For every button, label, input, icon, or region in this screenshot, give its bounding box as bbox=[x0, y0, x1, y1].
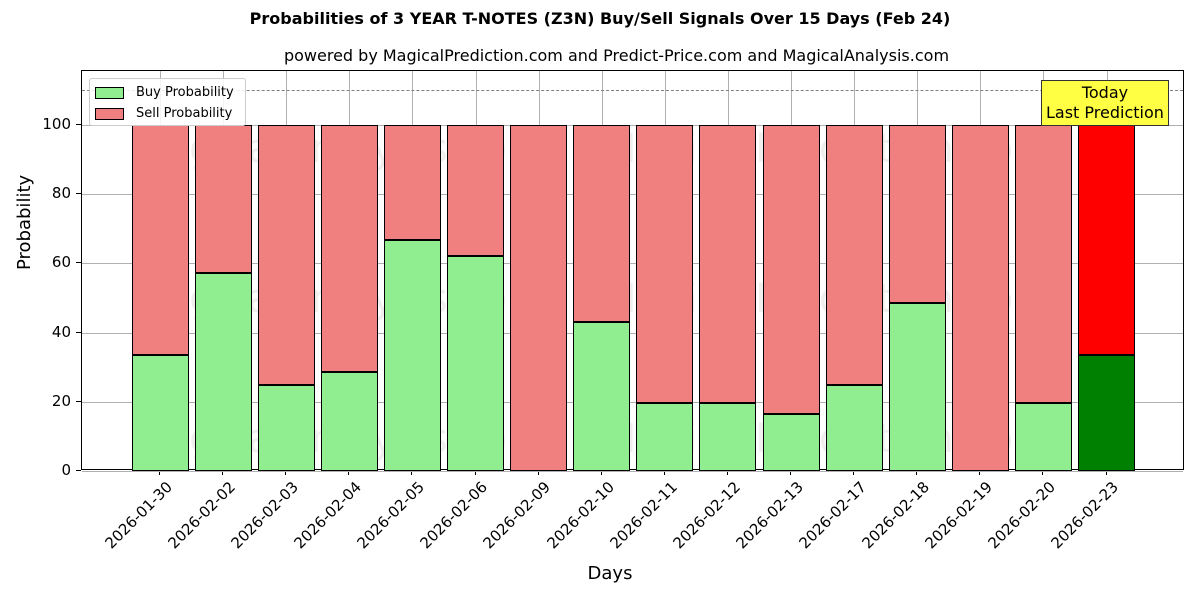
x-tick-label: 2026-02-19 bbox=[921, 478, 997, 553]
legend-label-buy: Buy Probability bbox=[136, 85, 234, 100]
bar-sell bbox=[951, 125, 1009, 471]
x-tick-mark bbox=[726, 470, 728, 475]
x-tick-mark bbox=[979, 470, 981, 475]
x-tick-mark bbox=[222, 470, 224, 475]
bar-sell bbox=[194, 125, 252, 274]
x-axis-label: Days bbox=[587, 563, 633, 584]
annotation-line-1: Today bbox=[1081, 83, 1129, 102]
gridline-horizontal bbox=[82, 194, 1183, 196]
chart-subtitle: powered by MagicalPrediction.com and Pre… bbox=[283, 46, 950, 65]
y-tick-mark bbox=[76, 262, 81, 264]
bar-sell bbox=[699, 125, 757, 403]
gridline-horizontal bbox=[82, 263, 1183, 265]
x-tick-label: 2026-02-13 bbox=[732, 478, 807, 553]
y-tick-label: 40 bbox=[51, 322, 71, 341]
bar-buy bbox=[888, 302, 946, 471]
y-tick-mark bbox=[76, 124, 81, 125]
bar-sell bbox=[1078, 125, 1135, 356]
bar-buy bbox=[320, 372, 378, 471]
plot-area: MagicalAnalysis.comMagicalPrediction.com… bbox=[81, 70, 1184, 472]
x-tick-label: 2026-02-17 bbox=[795, 478, 870, 553]
x-tick-label: 2026-02-12 bbox=[669, 478, 744, 553]
x-tick-label: 2026-02-03 bbox=[227, 478, 302, 553]
x-tick-mark bbox=[285, 470, 287, 475]
bar-buy bbox=[194, 273, 252, 471]
x-tick-mark bbox=[600, 470, 602, 475]
gridline-horizontal bbox=[82, 401, 1183, 403]
y-tick-mark bbox=[76, 331, 81, 333]
bar-sell bbox=[762, 125, 820, 414]
gridline-horizontal bbox=[82, 332, 1183, 334]
bar-sell bbox=[888, 125, 946, 303]
x-tick-label: 2026-02-18 bbox=[858, 478, 933, 553]
bar-sell bbox=[447, 125, 504, 257]
x-tick-mark bbox=[1042, 470, 1044, 475]
x-tick-label: 2026-02-10 bbox=[543, 478, 618, 553]
bar-buy bbox=[762, 413, 820, 471]
bar-sell bbox=[320, 125, 378, 373]
x-tick-mark bbox=[790, 470, 791, 475]
bar-sell bbox=[510, 125, 568, 471]
legend-swatch-buy bbox=[95, 86, 124, 99]
x-tick-label: 2026-02-06 bbox=[416, 478, 492, 553]
bar-sell bbox=[573, 125, 631, 322]
bar-sell bbox=[257, 125, 315, 385]
annotation-line-2: Last Prediction bbox=[1046, 103, 1164, 122]
bar-sell bbox=[383, 125, 441, 240]
y-tick-label: 100 bbox=[42, 115, 71, 133]
x-tick-label: 2026-02-23 bbox=[1047, 478, 1123, 553]
legend-item-buy: Buy Probability bbox=[95, 85, 234, 100]
x-tick-mark bbox=[1105, 470, 1107, 475]
x-tick-label: 2026-01-30 bbox=[101, 478, 176, 553]
bar-sell bbox=[825, 125, 883, 385]
x-tick-mark bbox=[853, 470, 855, 475]
bar-buy bbox=[383, 239, 441, 471]
x-tick-mark bbox=[537, 470, 539, 475]
bar-sell bbox=[636, 125, 694, 403]
gridline-horizontal bbox=[82, 471, 1183, 472]
x-tick-label: 2026-02-04 bbox=[290, 478, 366, 553]
y-tick-mark bbox=[76, 400, 81, 402]
bar-buy bbox=[699, 402, 757, 471]
legend-item-sell: Sell Probability bbox=[95, 106, 232, 121]
reference-line bbox=[82, 90, 1183, 92]
x-tick-mark bbox=[348, 470, 350, 475]
bar-buy bbox=[636, 402, 694, 471]
bar-sell bbox=[1014, 125, 1072, 403]
x-tick-label: 2026-02-05 bbox=[353, 478, 429, 553]
bar-sell bbox=[131, 125, 189, 356]
bar-buy bbox=[131, 355, 189, 471]
bar-buy bbox=[825, 384, 883, 471]
bar-buy bbox=[573, 321, 631, 471]
bar-buy bbox=[447, 256, 504, 471]
bar-buy bbox=[1014, 402, 1072, 471]
x-tick-mark bbox=[159, 470, 160, 475]
bar-buy bbox=[1078, 355, 1135, 471]
y-tick-mark bbox=[76, 470, 81, 471]
bar-buy bbox=[257, 384, 315, 471]
x-tick-mark bbox=[663, 470, 665, 475]
chart-title: Probabilities of 3 YEAR T-NOTES (Z3N) Bu… bbox=[249, 9, 951, 28]
gridline-horizontal bbox=[82, 125, 1183, 126]
legend: Buy Probability Sell Probability bbox=[89, 78, 246, 126]
y-tick-mark bbox=[76, 193, 81, 195]
x-tick-label: 2026-02-02 bbox=[164, 478, 239, 553]
y-tick-label: 80 bbox=[51, 184, 71, 203]
x-tick-label: 2026-02-20 bbox=[984, 478, 1060, 553]
y-tick-label: 60 bbox=[51, 253, 71, 272]
legend-label-sell: Sell Probability bbox=[136, 106, 233, 121]
x-tick-mark bbox=[916, 470, 918, 475]
x-tick-mark bbox=[474, 470, 476, 475]
x-tick-mark bbox=[411, 470, 413, 475]
x-tick-label: 2026-02-09 bbox=[479, 478, 555, 553]
legend-swatch-sell bbox=[95, 107, 124, 120]
today-annotation: Today Last Prediction bbox=[1041, 80, 1169, 126]
y-tick-label: 20 bbox=[51, 391, 71, 410]
y-tick-label: 0 bbox=[61, 461, 71, 479]
